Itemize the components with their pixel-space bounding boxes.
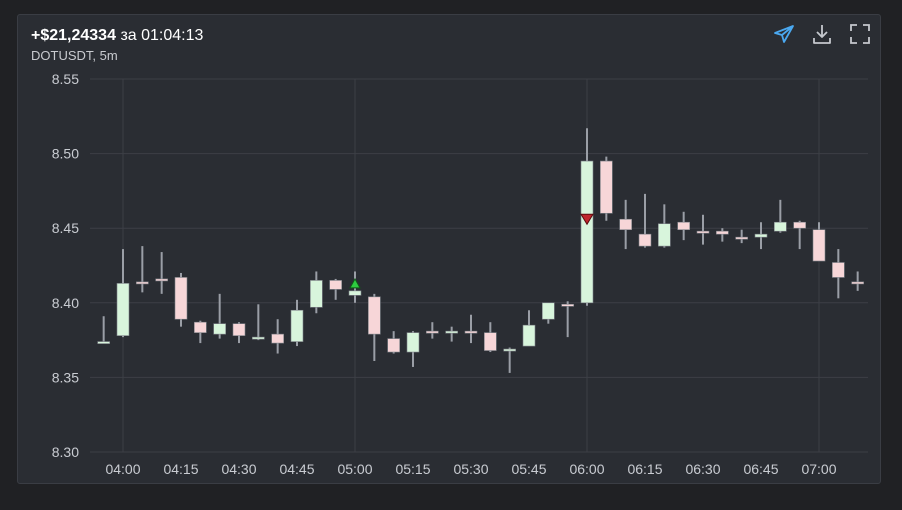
candle-body-up <box>310 280 323 308</box>
x-tick-label: 05:00 <box>337 461 372 477</box>
symbol-interval: DOTUSDT, 5m <box>31 48 118 63</box>
candle-body-down <box>832 262 845 278</box>
candle-body-up <box>542 302 555 320</box>
candle-body-up <box>116 283 130 336</box>
candle-body-down <box>271 333 284 344</box>
candle-body-down <box>368 296 381 335</box>
buy-marker-icon <box>349 277 361 289</box>
candle-body-down <box>793 221 806 229</box>
x-tick-label: 04:15 <box>163 461 198 477</box>
candle-body-down <box>426 330 439 334</box>
duration-separator: за <box>120 27 137 44</box>
candle-body-up <box>658 223 671 247</box>
candle-body-up <box>522 324 536 347</box>
candle-body-up <box>97 341 110 344</box>
candle-body-down <box>484 332 497 351</box>
x-tick-label: 07:00 <box>801 461 836 477</box>
x-tick-label: 04:30 <box>221 461 256 477</box>
candle-body-down <box>812 229 826 262</box>
candle-body-up <box>774 221 787 232</box>
x-tick-label: 06:45 <box>743 461 778 477</box>
x-tick-label: 04:45 <box>279 461 314 477</box>
y-tick-label: 8.55 <box>52 71 79 87</box>
y-tick-label: 8.40 <box>52 295 79 311</box>
candle-body-down <box>735 236 748 240</box>
share-button[interactable] <box>772 22 796 46</box>
x-tick-label: 06:30 <box>685 461 720 477</box>
candle-body-up <box>290 309 304 342</box>
candle-body-down <box>155 278 168 282</box>
candle-body-down <box>638 233 652 247</box>
candle-body-up <box>580 160 594 304</box>
x-tick-label: 05:45 <box>511 461 546 477</box>
candle-body-down <box>716 230 729 235</box>
fullscreen-button[interactable] <box>848 22 872 46</box>
x-tick-label: 05:30 <box>453 461 488 477</box>
candle-body-down <box>561 303 574 307</box>
candle-body-up <box>503 348 516 352</box>
candle-body-down <box>600 160 613 214</box>
candle-body-down <box>387 338 400 353</box>
candle-body-down <box>851 281 864 285</box>
sell-marker-icon <box>580 213 594 226</box>
download-icon <box>813 25 831 44</box>
candle-body-down <box>677 221 690 230</box>
trade-summary: +$21,24334 за 01:04:13 <box>31 26 203 46</box>
candle-body-up <box>213 323 226 335</box>
candle-body-up <box>348 290 362 296</box>
y-tick-label: 8.45 <box>52 220 79 236</box>
x-tick-label: 06:15 <box>627 461 662 477</box>
candle-body-up <box>754 233 768 238</box>
candle-body-up <box>406 332 420 353</box>
candle-body-down <box>464 330 478 334</box>
chart-toolbar <box>772 22 872 46</box>
y-tick-label: 8.35 <box>52 369 79 385</box>
candle-body-down <box>136 281 149 285</box>
candle-body-down <box>696 230 710 234</box>
x-tick-label: 06:00 <box>569 461 604 477</box>
send-icon <box>774 25 794 43</box>
chart-header: +$21,24334 за 01:04:13 DOTUSDT, 5m <box>31 26 203 65</box>
trade-duration: 01:04:13 <box>141 27 204 44</box>
x-tick-label: 05:15 <box>395 461 430 477</box>
candle-body-up <box>445 330 458 334</box>
candle-body-down <box>619 218 632 230</box>
x-tick-label: 04:00 <box>105 461 140 477</box>
candle-body-down <box>232 323 246 336</box>
candle-body-down <box>329 280 342 290</box>
chart-card: +$21,24334 за 01:04:13 DOTUSDT, 5m <box>17 14 881 484</box>
y-tick-label: 8.30 <box>52 444 79 460</box>
candle-body-up <box>252 336 265 340</box>
download-button[interactable] <box>810 22 834 46</box>
y-tick-label: 8.50 <box>52 146 79 162</box>
candle-body-down <box>194 321 207 333</box>
profit-value: +$21,24334 <box>31 27 116 44</box>
candle-body-down <box>174 277 188 320</box>
fullscreen-icon <box>850 24 870 44</box>
